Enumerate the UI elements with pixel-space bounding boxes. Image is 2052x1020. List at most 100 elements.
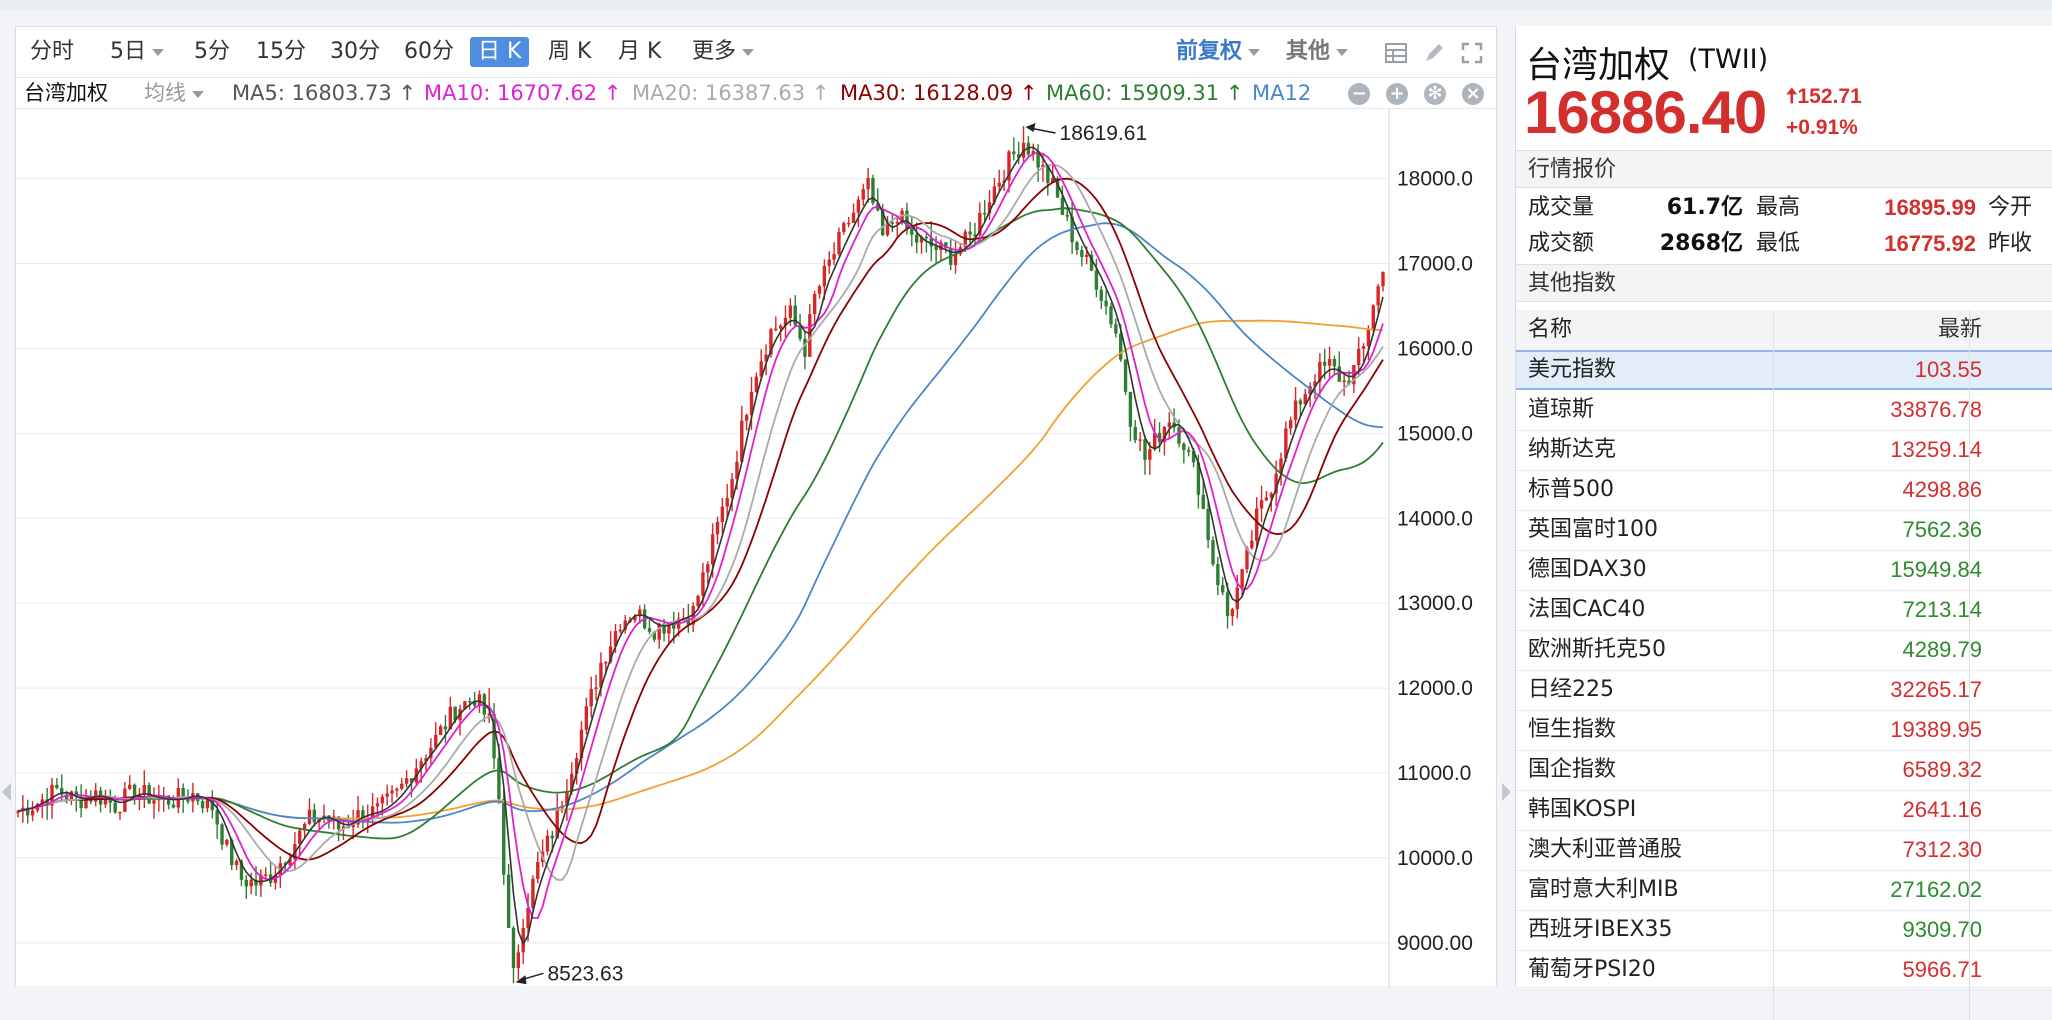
grid-layout-icon[interactable] xyxy=(1384,41,1408,65)
ma5-label: MA5: 16803.73 ↑ xyxy=(232,81,417,105)
candlestick xyxy=(808,303,812,357)
candlestick xyxy=(1250,530,1254,550)
candlestick xyxy=(390,785,394,803)
chevron-down-icon xyxy=(192,90,204,98)
table-row[interactable]: 西班牙IBEX35 9309.70 xyxy=(1516,910,2052,951)
tab-timeshare[interactable]: 分时 xyxy=(30,39,75,64)
table-row[interactable]: 美元指数 103.55 xyxy=(1516,350,2052,390)
candle-body xyxy=(604,661,608,664)
tab-5min[interactable]: 5分 xyxy=(194,39,230,64)
candlestick xyxy=(434,722,438,750)
table-row[interactable]: 标普500 4298.86 xyxy=(1516,470,2052,511)
candle-body xyxy=(1026,142,1031,155)
adjust-dropdown[interactable]: 前复权 xyxy=(1176,37,1261,67)
candlestick xyxy=(987,190,992,220)
collapse-right-arrow-icon[interactable] xyxy=(1502,783,1511,801)
candlestick xyxy=(1157,422,1162,453)
table-row[interactable]: 德国DAX30 15949.84 xyxy=(1516,550,2052,591)
index-latest-value: 13259.14 xyxy=(1890,437,1982,462)
table-row[interactable]: 法国CAC40 7213.14 xyxy=(1516,590,2052,631)
candle-body xyxy=(351,824,355,828)
other-dropdown[interactable]: 其他 xyxy=(1286,37,1349,67)
candle-body xyxy=(443,726,448,730)
price-change-value: 152.71 xyxy=(1797,85,1862,108)
kline-chart[interactable]: 18000.0 17000.0 16000.0 15000.0 14000.0 13000… xyxy=(16,109,1496,987)
table-row[interactable]: 欧洲斯托克50 4289.79 xyxy=(1516,630,2052,671)
candle-body xyxy=(215,810,219,825)
table-row[interactable]: 英国富时100 7562.36 xyxy=(1516,510,2052,551)
candlestick xyxy=(924,232,929,253)
table-row[interactable]: 国企指数 6589.32 xyxy=(1516,750,2052,791)
candlestick xyxy=(60,774,64,800)
candlestick xyxy=(259,869,263,897)
table-row[interactable]: 富时意大利MIB 27162.02 xyxy=(1516,870,2052,911)
candle-body xyxy=(1323,361,1327,366)
candlestick xyxy=(696,594,700,608)
candlestick xyxy=(754,372,759,393)
candlestick xyxy=(574,752,579,785)
tab-weekly-k[interactable]: 周 K xyxy=(548,39,592,64)
col-divider xyxy=(1773,310,1774,1020)
pen-draw-icon[interactable] xyxy=(1422,41,1446,65)
candlestick xyxy=(1007,149,1011,193)
candle-body xyxy=(113,802,117,813)
candle-body xyxy=(390,790,394,794)
candle-body xyxy=(1366,328,1371,347)
candlestick xyxy=(200,799,205,814)
tab-more[interactable]: 更多 xyxy=(692,37,755,67)
table-row[interactable]: 澳大利亚普通股 7312.30 xyxy=(1516,830,2052,871)
candle-body xyxy=(667,624,671,634)
zoom-out-button[interactable]: − xyxy=(1348,83,1370,105)
candle-body xyxy=(511,927,516,969)
candle-body xyxy=(254,879,258,886)
candlestick xyxy=(1381,271,1385,292)
candlestick xyxy=(744,413,749,431)
candle-body xyxy=(623,620,627,630)
fullscreen-icon[interactable] xyxy=(1460,41,1484,65)
high-value: 16895.99 xyxy=(1884,195,1976,220)
candlestick xyxy=(725,484,729,518)
candle-body xyxy=(1221,585,1225,593)
close-icon[interactable]: × xyxy=(1462,83,1484,105)
moving-average-lines xyxy=(17,146,1384,946)
candle-body xyxy=(1303,394,1307,405)
table-row[interactable]: 道琼斯 33876.78 xyxy=(1516,390,2052,431)
collapse-left-arrow-icon[interactable] xyxy=(2,783,11,801)
candle-body xyxy=(468,701,472,703)
candlestick xyxy=(594,674,598,701)
table-row[interactable]: 韩国KOSPI 2641.16 xyxy=(1516,790,2052,831)
candlestick xyxy=(244,875,249,899)
candlestick xyxy=(1016,141,1021,165)
table-row[interactable]: 葡萄牙PSI20 5966.71 xyxy=(1516,950,2052,991)
tab-monthly-k[interactable]: 月 K xyxy=(618,39,662,64)
settings-gear-icon[interactable]: ✻ xyxy=(1424,83,1446,105)
candlestick xyxy=(443,714,448,743)
candlestick xyxy=(1361,343,1366,364)
ma-index-name: 台湾加权 xyxy=(24,81,108,105)
tab-5day[interactable]: 5日 xyxy=(110,37,164,67)
candle-body xyxy=(1118,333,1123,360)
candle-body xyxy=(1016,154,1021,158)
candlestick xyxy=(910,216,914,247)
table-row[interactable]: 日经225 32265.17 xyxy=(1516,670,2052,711)
candle-body xyxy=(1240,569,1244,588)
table-row[interactable]: 恒生指数 19389.95 xyxy=(1516,710,2052,751)
open-label: 今开 xyxy=(1988,195,2033,220)
candlestick xyxy=(1026,136,1031,158)
candle-body xyxy=(1084,254,1089,257)
index-name: 富时意大利MIB xyxy=(1528,877,1679,902)
tab-daily-k[interactable]: 日 K xyxy=(470,37,530,67)
zoom-in-button[interactable]: + xyxy=(1386,83,1408,105)
volume-value: 61.7亿 xyxy=(1666,195,1743,220)
candlestick xyxy=(565,779,569,821)
tab-30min[interactable]: 30分 xyxy=(330,39,380,64)
ma-mode-dropdown[interactable]: 均线 xyxy=(144,78,204,108)
candlestick xyxy=(929,221,933,262)
candle-body xyxy=(1318,361,1322,382)
candlestick xyxy=(132,783,137,805)
table-row[interactable]: 纳斯达克 13259.14 xyxy=(1516,430,2052,471)
candlestick xyxy=(812,290,817,324)
tab-60min[interactable]: 60分 xyxy=(404,39,454,64)
candle-body xyxy=(1138,439,1142,441)
tab-15min[interactable]: 15分 xyxy=(256,39,306,64)
